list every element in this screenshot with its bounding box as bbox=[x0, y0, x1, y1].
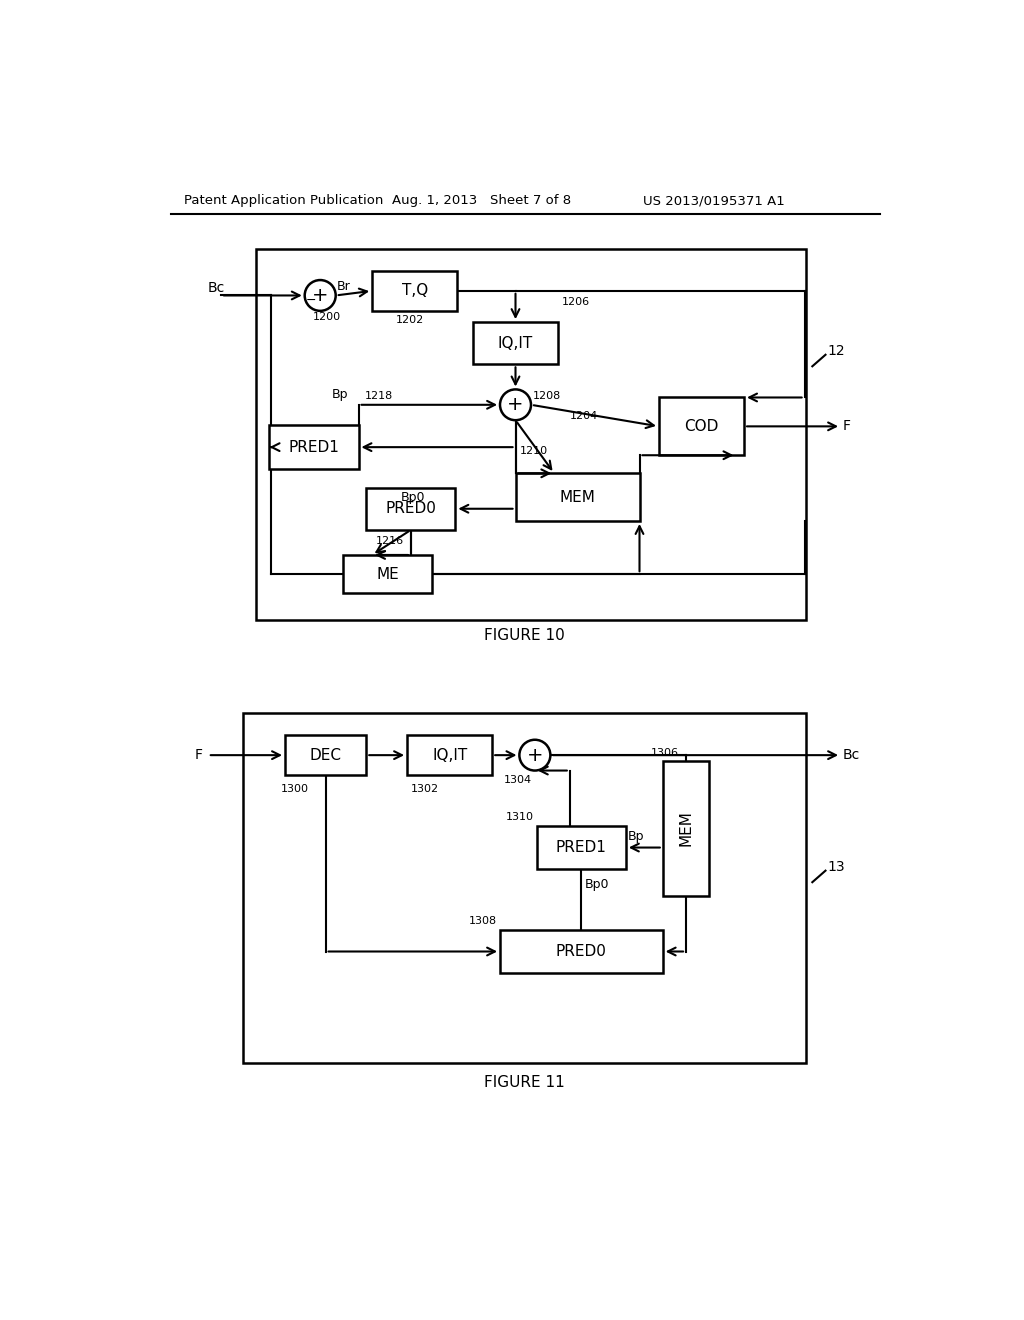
Text: 1210: 1210 bbox=[519, 446, 548, 455]
Text: 12: 12 bbox=[827, 345, 846, 358]
Text: ME: ME bbox=[376, 566, 399, 582]
Circle shape bbox=[519, 739, 550, 771]
Text: PRED1: PRED1 bbox=[289, 440, 339, 454]
Circle shape bbox=[500, 389, 531, 420]
Bar bbox=[473, 322, 558, 364]
Bar bbox=[658, 397, 744, 455]
Text: Br: Br bbox=[337, 280, 351, 293]
Text: 1308: 1308 bbox=[469, 916, 497, 927]
Text: Bp: Bp bbox=[332, 388, 348, 400]
Text: Bc: Bc bbox=[208, 281, 225, 294]
Text: 1208: 1208 bbox=[532, 391, 561, 400]
Text: 13: 13 bbox=[827, 859, 846, 874]
Bar bbox=[372, 271, 458, 312]
Text: +: + bbox=[526, 746, 543, 764]
Text: Bp0: Bp0 bbox=[401, 491, 426, 504]
Bar bbox=[537, 826, 626, 869]
Text: 1304: 1304 bbox=[504, 775, 532, 785]
Text: FIGURE 11: FIGURE 11 bbox=[484, 1074, 565, 1090]
Text: IQ,IT: IQ,IT bbox=[498, 335, 534, 351]
Bar bbox=[515, 474, 640, 521]
Text: +: + bbox=[507, 395, 523, 414]
Text: F: F bbox=[195, 748, 203, 762]
Text: 1306: 1306 bbox=[651, 748, 679, 758]
Bar bbox=[663, 760, 710, 896]
Text: 1202: 1202 bbox=[395, 315, 424, 325]
Bar bbox=[407, 735, 493, 775]
Text: 1200: 1200 bbox=[312, 312, 341, 322]
Text: FIGURE 10: FIGURE 10 bbox=[484, 628, 565, 643]
Bar bbox=[285, 735, 367, 775]
Text: Patent Application Publication: Patent Application Publication bbox=[183, 194, 383, 207]
Bar bbox=[256, 249, 806, 620]
Circle shape bbox=[305, 280, 336, 312]
Bar bbox=[367, 487, 456, 529]
Text: COD: COD bbox=[684, 418, 719, 434]
Text: Bp: Bp bbox=[628, 830, 644, 843]
Text: IQ,IT: IQ,IT bbox=[432, 747, 467, 763]
Text: Bc: Bc bbox=[843, 748, 860, 762]
Bar bbox=[269, 425, 358, 470]
Text: DEC: DEC bbox=[309, 747, 342, 763]
Text: Aug. 1, 2013   Sheet 7 of 8: Aug. 1, 2013 Sheet 7 of 8 bbox=[391, 194, 570, 207]
Text: MEM: MEM bbox=[559, 490, 595, 504]
Text: PRED0: PRED0 bbox=[385, 502, 436, 516]
Text: 1206: 1206 bbox=[562, 297, 590, 308]
Text: 1302: 1302 bbox=[411, 784, 439, 795]
Bar bbox=[500, 931, 663, 973]
Text: PRED1: PRED1 bbox=[556, 840, 607, 855]
Text: 1300: 1300 bbox=[281, 784, 309, 795]
Bar bbox=[243, 713, 806, 1063]
Text: 1204: 1204 bbox=[569, 411, 598, 421]
Bar bbox=[343, 554, 432, 594]
Text: −: − bbox=[305, 293, 316, 306]
Text: T,Q: T,Q bbox=[401, 284, 428, 298]
Text: MEM: MEM bbox=[679, 810, 693, 846]
Text: 1310: 1310 bbox=[506, 812, 534, 822]
Text: +: + bbox=[312, 286, 329, 305]
Text: 1216: 1216 bbox=[376, 536, 404, 546]
Text: F: F bbox=[843, 420, 851, 433]
Text: Bp0: Bp0 bbox=[586, 878, 609, 891]
Text: 1218: 1218 bbox=[365, 391, 393, 400]
Text: US 2013/0195371 A1: US 2013/0195371 A1 bbox=[643, 194, 785, 207]
Text: PRED0: PRED0 bbox=[556, 944, 607, 960]
